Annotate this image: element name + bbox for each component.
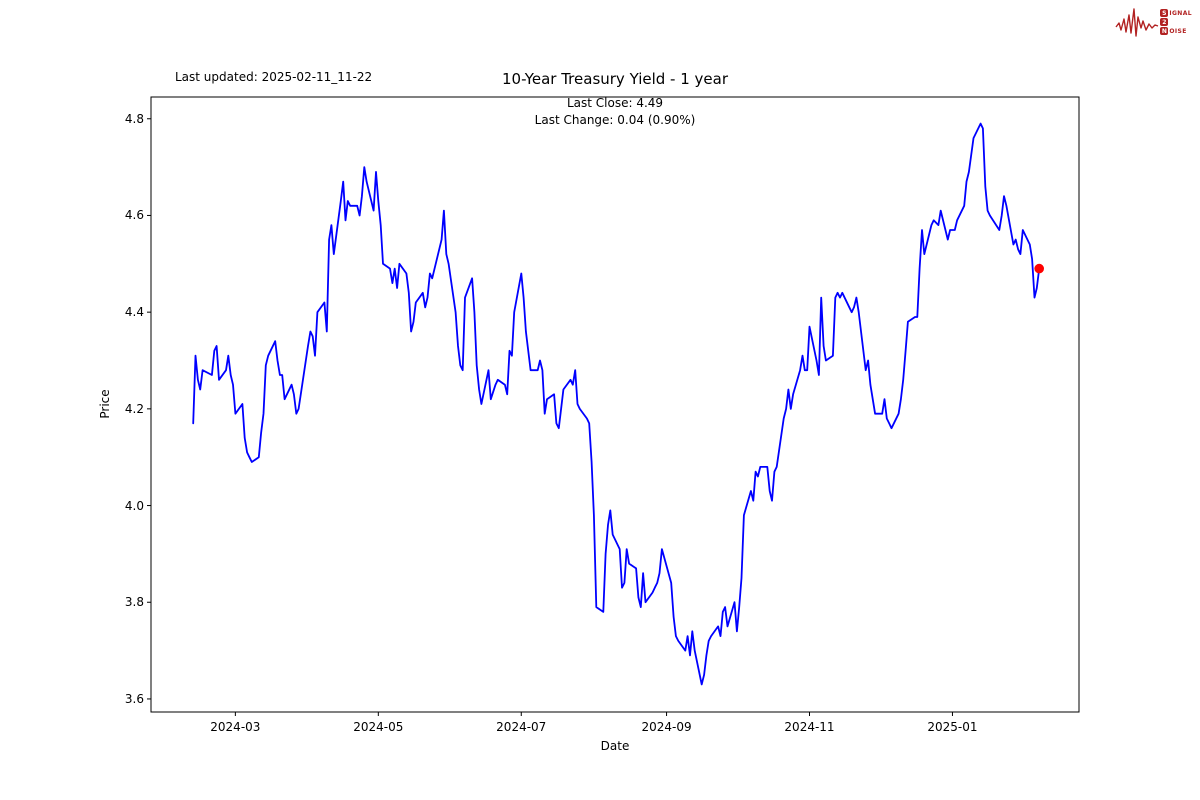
x-tick-label: 2024-03 xyxy=(210,720,261,734)
logo-row-noise: N OISE xyxy=(1160,27,1187,35)
x-tick-label: 2024-07 xyxy=(496,720,547,734)
y-tick-label: 4.8 xyxy=(124,111,144,126)
subtitle-last-change: Last Change: 0.04 (0.90%) xyxy=(534,113,696,127)
x-tick-label: 2025-01 xyxy=(927,720,978,734)
subtitle-last-close: Last Close: 4.49 xyxy=(566,96,664,110)
y-tick-label: 3.8 xyxy=(124,595,144,610)
x-tick-label: 2024-11 xyxy=(784,720,835,734)
logo-row-2: 2 xyxy=(1160,18,1192,26)
y-tick-label: 4.0 xyxy=(124,498,144,513)
chart-title: 10-Year Treasury Yield - 1 year xyxy=(501,70,729,88)
y-tick-label: 4.6 xyxy=(124,208,144,223)
y-tick-label: 4.2 xyxy=(124,401,144,416)
logo-letter-box: 2 xyxy=(1160,18,1169,26)
logo-row-signal: S IGNAL xyxy=(1160,9,1192,17)
logo-text: S IGNAL 2 N OISE xyxy=(1160,9,1192,35)
y-tick-label: 4.4 xyxy=(124,305,144,320)
x-tick-label: 2024-09 xyxy=(641,720,692,734)
logo-letter-box: N xyxy=(1160,27,1169,35)
logo-letter-box: S xyxy=(1160,9,1169,17)
plot-frame xyxy=(150,96,1080,713)
price-line xyxy=(192,122,1041,686)
x-tick-label: 2024-05 xyxy=(353,720,404,734)
last-updated-label: Last updated: 2025-02-11_11-22 xyxy=(175,70,373,84)
signal-2-noise-logo: S IGNAL 2 N OISE xyxy=(1115,5,1192,39)
y-tick-label: 3.6 xyxy=(124,691,144,706)
x-axis-label: Date xyxy=(600,739,630,753)
waveform-icon xyxy=(1115,8,1159,37)
last-close-marker xyxy=(1034,263,1044,274)
